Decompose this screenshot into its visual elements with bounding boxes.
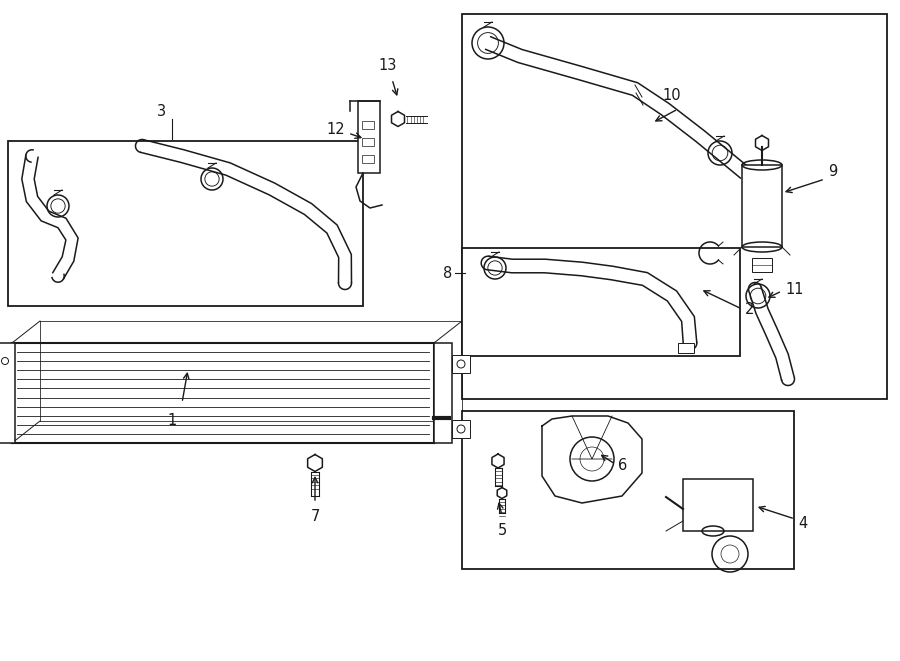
Text: 13: 13: [379, 58, 397, 73]
Bar: [8, 141, 363, 306]
Polygon shape: [497, 488, 507, 498]
Bar: [452, 420, 470, 438]
Text: 12: 12: [327, 122, 345, 137]
Text: 2: 2: [745, 301, 754, 317]
Text: 9: 9: [828, 164, 837, 179]
Text: 1: 1: [167, 413, 176, 428]
Bar: [462, 248, 740, 356]
Bar: [362, 121, 374, 129]
Polygon shape: [755, 136, 769, 151]
Bar: [462, 411, 794, 569]
Bar: [452, 355, 470, 373]
Bar: [462, 14, 887, 399]
Bar: [742, 165, 782, 247]
Bar: [358, 101, 380, 173]
Bar: [362, 138, 374, 146]
Text: 5: 5: [498, 523, 507, 538]
Polygon shape: [392, 112, 404, 126]
Polygon shape: [542, 416, 642, 503]
Bar: [434, 343, 452, 443]
Bar: [0, 343, 15, 443]
Bar: [683, 479, 753, 531]
Bar: [678, 343, 694, 353]
Bar: [362, 155, 374, 163]
Text: 4: 4: [798, 516, 807, 531]
Text: 7: 7: [310, 509, 320, 524]
Text: 6: 6: [618, 459, 627, 473]
Text: 8: 8: [443, 266, 452, 280]
Bar: [752, 258, 772, 272]
Text: 11: 11: [785, 282, 804, 297]
Text: 10: 10: [662, 88, 681, 103]
Polygon shape: [308, 455, 322, 471]
Text: 3: 3: [158, 104, 166, 119]
Polygon shape: [492, 454, 504, 468]
